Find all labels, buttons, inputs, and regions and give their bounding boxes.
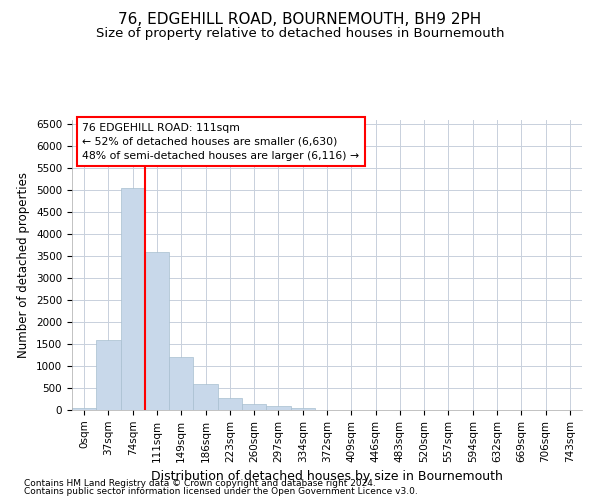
Bar	[72, 408, 96, 410]
Y-axis label: Number of detached properties: Number of detached properties	[17, 172, 31, 358]
Bar	[169, 358, 193, 410]
Bar	[218, 398, 242, 410]
Bar	[121, 188, 145, 410]
Text: 76, EDGEHILL ROAD, BOURNEMOUTH, BH9 2PH: 76, EDGEHILL ROAD, BOURNEMOUTH, BH9 2PH	[118, 12, 482, 28]
X-axis label: Distribution of detached houses by size in Bournemouth: Distribution of detached houses by size …	[151, 470, 503, 483]
Bar	[145, 252, 169, 410]
Bar	[96, 340, 121, 410]
Bar	[266, 406, 290, 410]
Bar	[193, 384, 218, 410]
Text: 76 EDGEHILL ROAD: 111sqm
← 52% of detached houses are smaller (6,630)
48% of sem: 76 EDGEHILL ROAD: 111sqm ← 52% of detach…	[82, 123, 359, 161]
Text: Contains public sector information licensed under the Open Government Licence v3: Contains public sector information licen…	[24, 487, 418, 496]
Bar	[290, 408, 315, 410]
Text: Size of property relative to detached houses in Bournemouth: Size of property relative to detached ho…	[96, 28, 504, 40]
Bar	[242, 404, 266, 410]
Text: Contains HM Land Registry data © Crown copyright and database right 2024.: Contains HM Land Registry data © Crown c…	[24, 478, 376, 488]
